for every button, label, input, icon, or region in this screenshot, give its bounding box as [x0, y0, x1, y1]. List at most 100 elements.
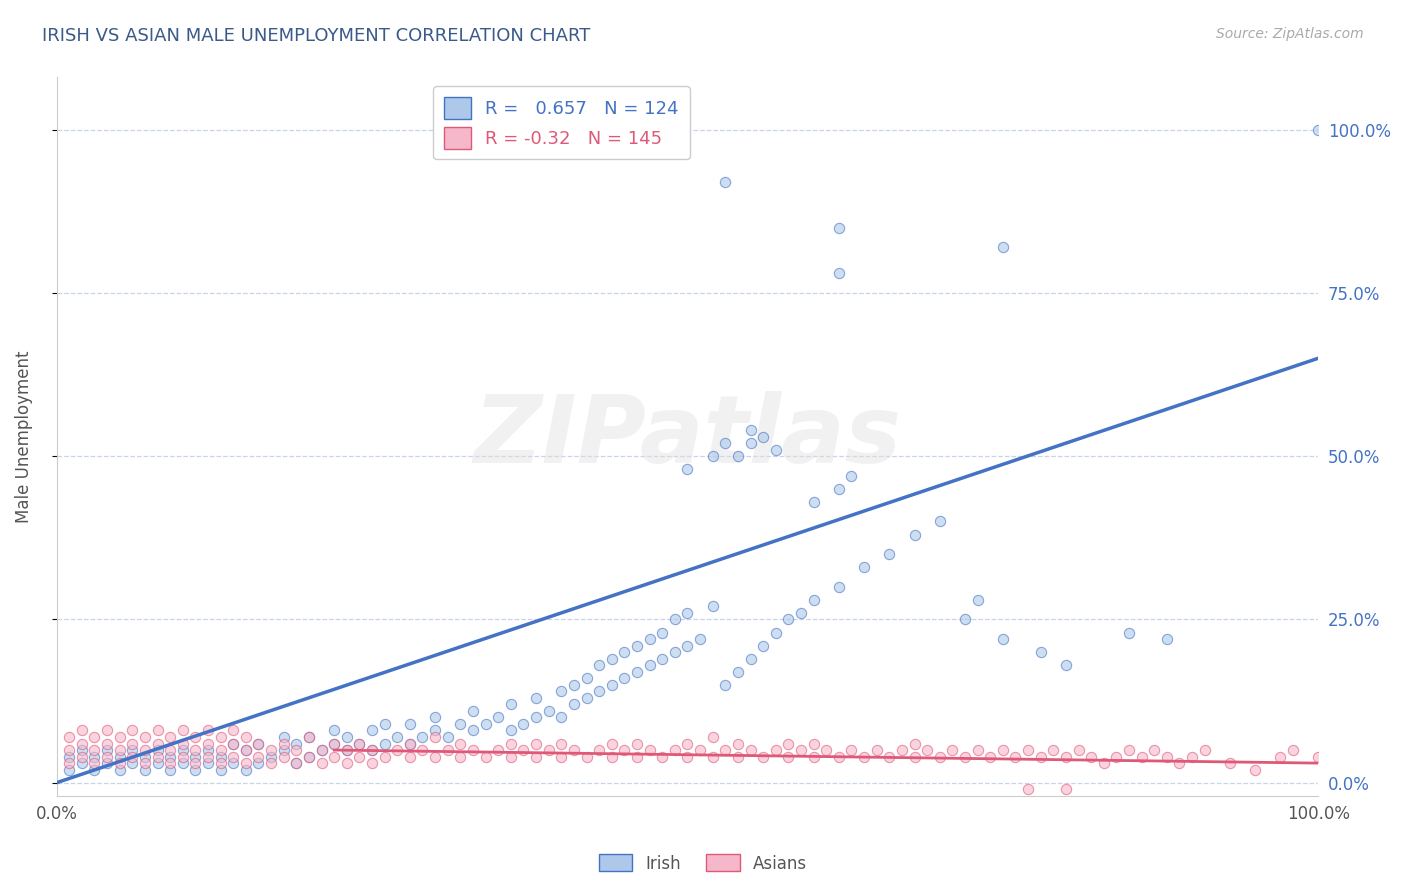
Point: [613, 743, 636, 757]
Point: [285, 737, 308, 751]
Point: [803, 737, 825, 751]
Point: [273, 743, 295, 757]
Point: [803, 495, 825, 509]
Point: [311, 756, 333, 771]
Point: [928, 515, 950, 529]
Point: [1054, 782, 1077, 797]
Point: [83, 749, 105, 764]
Point: [562, 698, 585, 712]
Point: [247, 737, 270, 751]
Point: [828, 266, 851, 280]
Point: [928, 749, 950, 764]
Point: [1168, 756, 1191, 771]
Point: [146, 749, 169, 764]
Point: [159, 756, 181, 771]
Point: [247, 737, 270, 751]
Point: [96, 756, 118, 771]
Point: [108, 749, 131, 764]
Point: [1244, 763, 1267, 777]
Point: [184, 730, 207, 744]
Point: [702, 449, 724, 463]
Point: [727, 749, 749, 764]
Point: [58, 749, 80, 764]
Point: [499, 749, 522, 764]
Point: [323, 723, 346, 738]
Point: [752, 429, 775, 443]
Point: [486, 743, 509, 757]
Point: [1004, 749, 1026, 764]
Point: [449, 737, 471, 751]
Text: ZIPatlas: ZIPatlas: [474, 391, 901, 483]
Point: [979, 749, 1001, 764]
Point: [651, 625, 673, 640]
Point: [1080, 749, 1102, 764]
Y-axis label: Male Unemployment: Male Unemployment: [15, 351, 32, 523]
Point: [349, 737, 371, 751]
Point: [461, 743, 484, 757]
Point: [550, 710, 572, 724]
Text: Source: ZipAtlas.com: Source: ZipAtlas.com: [1216, 27, 1364, 41]
Point: [449, 749, 471, 764]
Point: [879, 749, 901, 764]
Point: [841, 468, 863, 483]
Point: [588, 743, 610, 757]
Point: [1194, 743, 1216, 757]
Point: [298, 749, 321, 764]
Point: [83, 743, 105, 757]
Point: [537, 743, 560, 757]
Point: [184, 763, 207, 777]
Point: [209, 756, 232, 771]
Point: [387, 730, 409, 744]
Point: [600, 737, 623, 751]
Point: [1042, 743, 1064, 757]
Point: [953, 749, 976, 764]
Point: [399, 749, 422, 764]
Point: [361, 756, 384, 771]
Point: [702, 730, 724, 744]
Point: [676, 462, 699, 476]
Point: [626, 665, 648, 679]
Point: [740, 423, 762, 437]
Point: [159, 763, 181, 777]
Point: [184, 743, 207, 757]
Point: [1029, 749, 1052, 764]
Point: [828, 749, 851, 764]
Point: [323, 749, 346, 764]
Point: [903, 737, 925, 751]
Point: [323, 737, 346, 751]
Point: [638, 632, 661, 646]
Point: [550, 684, 572, 698]
Point: [222, 723, 245, 738]
Point: [235, 756, 257, 771]
Point: [853, 749, 876, 764]
Point: [159, 749, 181, 764]
Point: [727, 665, 749, 679]
Point: [966, 592, 988, 607]
Point: [134, 749, 156, 764]
Point: [600, 651, 623, 665]
Point: [941, 743, 963, 757]
Point: [499, 698, 522, 712]
Point: [108, 763, 131, 777]
Point: [626, 639, 648, 653]
Point: [222, 756, 245, 771]
Point: [1054, 658, 1077, 673]
Point: [651, 651, 673, 665]
Point: [260, 743, 283, 757]
Point: [336, 730, 359, 744]
Point: [853, 560, 876, 574]
Point: [273, 737, 295, 751]
Point: [740, 743, 762, 757]
Point: [361, 723, 384, 738]
Point: [915, 743, 938, 757]
Point: [273, 730, 295, 744]
Point: [638, 743, 661, 757]
Point: [512, 717, 534, 731]
Point: [323, 737, 346, 751]
Point: [336, 756, 359, 771]
Point: [752, 749, 775, 764]
Point: [588, 684, 610, 698]
Point: [613, 645, 636, 659]
Point: [374, 749, 396, 764]
Point: [841, 743, 863, 757]
